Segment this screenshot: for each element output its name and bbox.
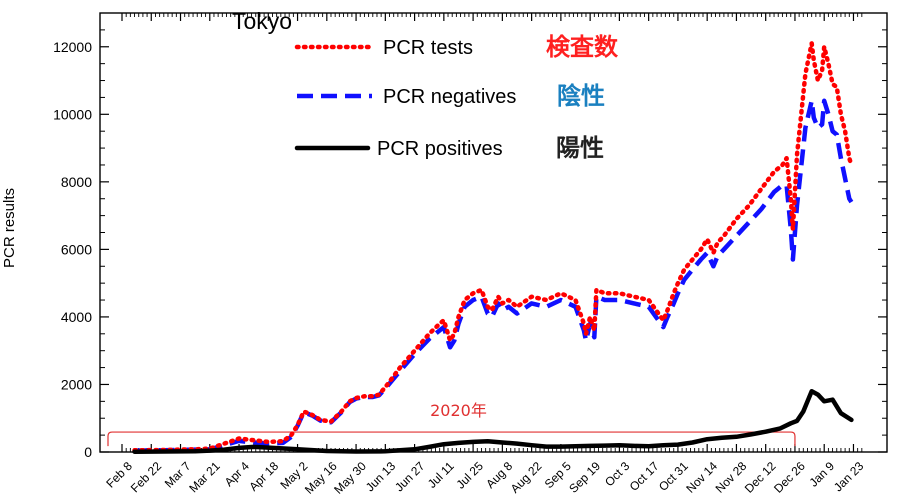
chart-title: Tokyo bbox=[232, 8, 292, 34]
y-tick-label: 6000 bbox=[61, 241, 92, 257]
y-axis-title: PCR results bbox=[1, 188, 18, 268]
series-line-pcr-positives bbox=[132, 388, 854, 454]
y-axis: 0 2000 4000 6000 8000 10000 12000 bbox=[53, 29, 887, 460]
series-layer bbox=[132, 41, 854, 454]
year-bracket bbox=[107, 431, 796, 447]
legend-label-jp: 検査数 bbox=[546, 33, 619, 61]
y-tick-label: 10000 bbox=[53, 106, 92, 122]
y-tick-label: 8000 bbox=[61, 174, 92, 190]
y-tick-label: 0 bbox=[84, 444, 92, 460]
legend-label: PCR negatives bbox=[383, 86, 516, 108]
legend-label-jp: 陽性 bbox=[556, 134, 604, 162]
year-annotation: 2020年 bbox=[107, 401, 796, 447]
series-line-pcr-tests bbox=[132, 41, 854, 453]
legend-label-jp: 陰性 bbox=[557, 82, 605, 110]
legend: PCR tests 検査数 PCR negatives 陰性 PCR positives… bbox=[294, 33, 619, 162]
y-tick-label: 4000 bbox=[61, 309, 92, 325]
y-tick-label: 12000 bbox=[53, 39, 92, 55]
y-tick-label: 2000 bbox=[61, 376, 92, 392]
legend-label: PCR positives bbox=[377, 138, 503, 160]
legend-label: PCR tests bbox=[383, 37, 473, 59]
year-bracket-label: 2020年 bbox=[430, 401, 487, 420]
